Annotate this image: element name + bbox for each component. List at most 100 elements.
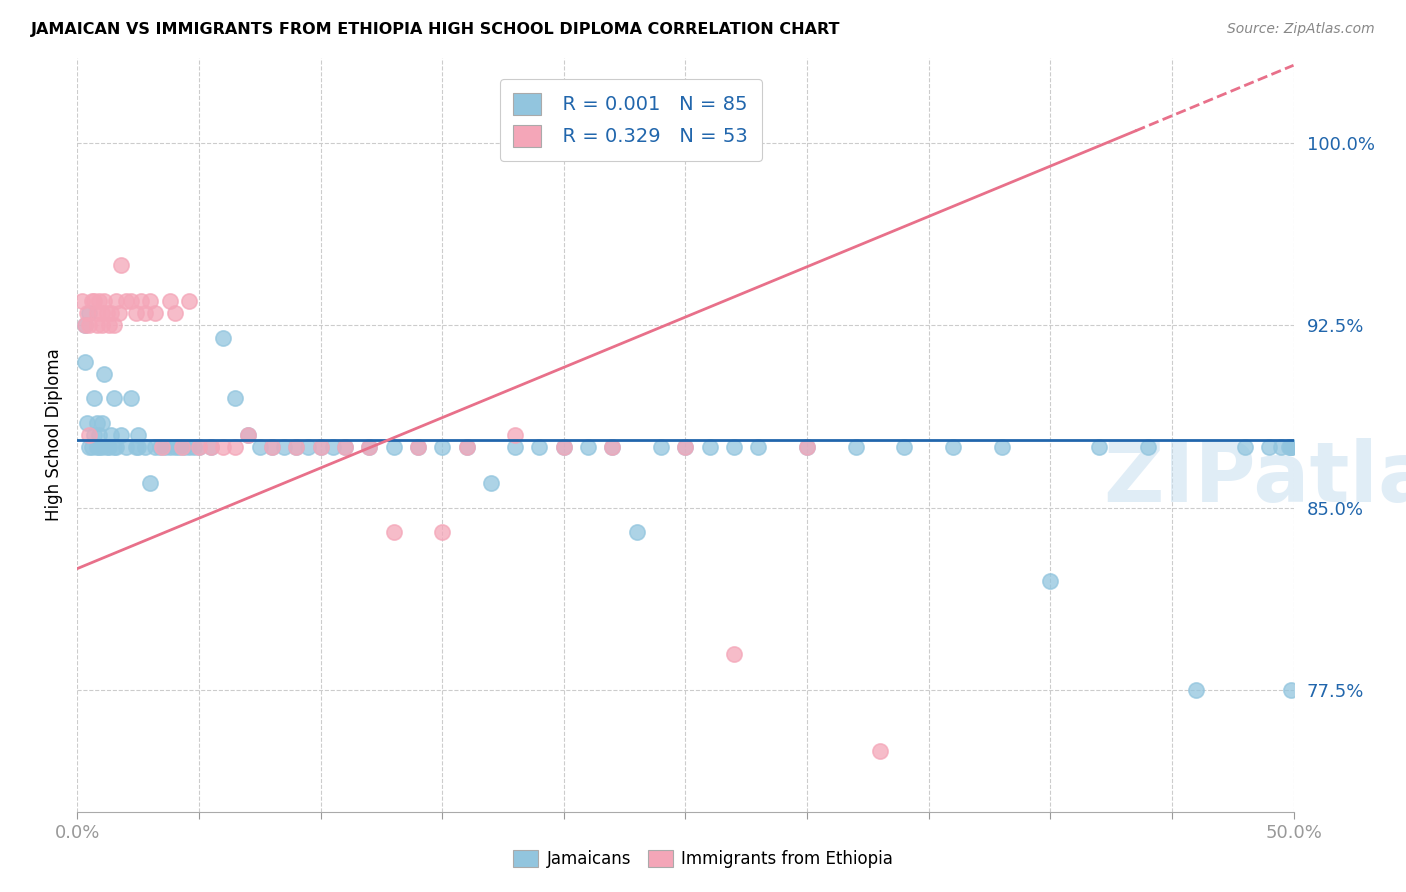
- Point: [796, 440, 818, 454]
- Point: [212, 330, 235, 344]
- Point: [70, 294, 93, 309]
- Point: [990, 440, 1012, 454]
- Point: [139, 294, 162, 309]
- Point: [333, 440, 356, 454]
- Point: [79, 440, 101, 454]
- Point: [90, 318, 112, 333]
- Point: [796, 440, 818, 454]
- Point: [163, 306, 186, 320]
- Point: [188, 440, 211, 454]
- Point: [129, 294, 152, 309]
- Point: [456, 440, 478, 454]
- Point: [382, 440, 405, 454]
- Point: [1279, 440, 1302, 454]
- Point: [1233, 440, 1256, 454]
- Point: [1185, 683, 1208, 698]
- Point: [333, 440, 356, 454]
- Point: [83, 294, 105, 309]
- Point: [456, 440, 478, 454]
- Point: [1270, 440, 1292, 454]
- Point: [89, 440, 111, 454]
- Point: [183, 440, 205, 454]
- Point: [529, 440, 551, 454]
- Point: [139, 476, 162, 491]
- Point: [285, 440, 308, 454]
- Point: [576, 440, 599, 454]
- Point: [149, 440, 172, 454]
- Point: [86, 318, 108, 333]
- Point: [322, 440, 344, 454]
- Point: [212, 440, 235, 454]
- Y-axis label: High School Diploma: High School Diploma: [45, 349, 63, 521]
- Point: [73, 318, 96, 333]
- Point: [406, 440, 429, 454]
- Point: [675, 440, 697, 454]
- Point: [188, 440, 211, 454]
- Point: [260, 440, 283, 454]
- Point: [90, 416, 112, 430]
- Point: [152, 440, 174, 454]
- Point: [723, 647, 745, 661]
- Point: [359, 440, 381, 454]
- Point: [79, 427, 101, 442]
- Point: [200, 440, 222, 454]
- Point: [143, 306, 166, 320]
- Point: [86, 306, 108, 320]
- Point: [127, 440, 149, 454]
- Point: [80, 294, 103, 309]
- Point: [1088, 440, 1111, 454]
- Point: [120, 392, 142, 406]
- Point: [100, 306, 122, 320]
- Point: [153, 440, 176, 454]
- Point: [382, 525, 405, 540]
- Point: [79, 306, 101, 320]
- Text: ZIPatlas: ZIPatlas: [1104, 438, 1406, 519]
- Point: [90, 440, 112, 454]
- Point: [479, 476, 502, 491]
- Point: [747, 440, 769, 454]
- Point: [942, 440, 965, 454]
- Point: [143, 440, 166, 454]
- Point: [297, 440, 319, 454]
- Point: [127, 427, 149, 442]
- Point: [845, 440, 868, 454]
- Point: [626, 525, 648, 540]
- Point: [159, 440, 181, 454]
- Point: [79, 318, 101, 333]
- Text: JAMAICAN VS IMMIGRANTS FROM ETHIOPIA HIGH SCHOOL DIPLOMA CORRELATION CHART: JAMAICAN VS IMMIGRANTS FROM ETHIOPIA HIG…: [31, 22, 841, 37]
- Point: [159, 294, 181, 309]
- Text: Source: ZipAtlas.com: Source: ZipAtlas.com: [1227, 22, 1375, 37]
- Point: [86, 416, 108, 430]
- Point: [406, 440, 429, 454]
- Point: [236, 427, 259, 442]
- Point: [103, 392, 125, 406]
- Point: [1279, 683, 1302, 698]
- Point: [96, 440, 118, 454]
- Point: [110, 258, 132, 272]
- Point: [869, 744, 891, 758]
- Point: [125, 306, 148, 320]
- Point: [86, 440, 108, 454]
- Point: [650, 440, 672, 454]
- Point: [1278, 440, 1301, 454]
- Point: [1136, 440, 1159, 454]
- Point: [100, 427, 122, 442]
- Point: [93, 367, 115, 381]
- Point: [105, 294, 128, 309]
- Point: [179, 294, 201, 309]
- Point: [224, 392, 246, 406]
- Point: [173, 440, 195, 454]
- Point: [103, 318, 125, 333]
- Legend: Jamaicans, Immigrants from Ethiopia: Jamaicans, Immigrants from Ethiopia: [506, 843, 900, 875]
- Point: [1279, 440, 1302, 454]
- Point: [285, 440, 308, 454]
- Point: [76, 416, 98, 430]
- Point: [553, 440, 575, 454]
- Point: [553, 440, 575, 454]
- Point: [224, 440, 246, 454]
- Point: [110, 427, 132, 442]
- Point: [273, 440, 295, 454]
- Point: [105, 440, 128, 454]
- Point: [73, 318, 96, 333]
- Point: [1279, 440, 1302, 454]
